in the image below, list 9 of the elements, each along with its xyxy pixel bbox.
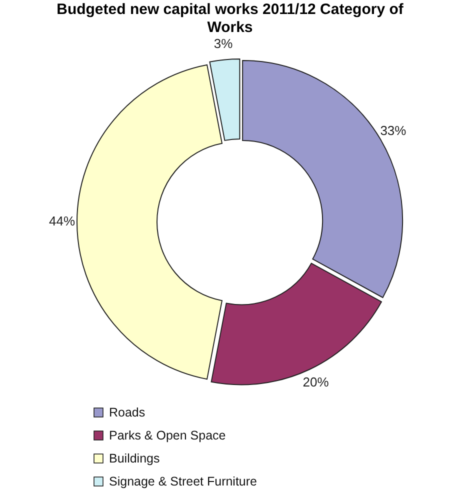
data-label: 33% — [380, 122, 407, 138]
data-label: 3% — [214, 36, 234, 52]
legend-label: Buildings — [109, 451, 160, 466]
legend-label: Signage & Street Furniture — [109, 474, 258, 488]
legend-label: Parks & Open Space — [109, 428, 226, 442]
data-label: 44% — [48, 213, 76, 228]
legend-label: Roads — [109, 405, 146, 420]
chart-title: Budgeted new capital works 2011/12 Category of Works — [56, 1, 404, 36]
data-label: 20% — [302, 374, 330, 390]
